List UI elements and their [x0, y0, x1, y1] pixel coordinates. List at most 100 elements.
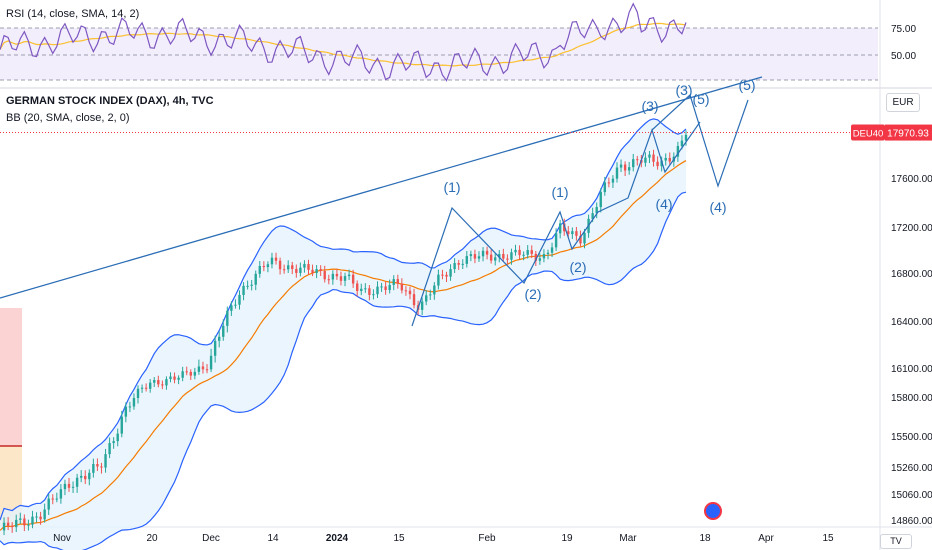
- price-candle-body: [627, 167, 631, 171]
- price-candle-body: [226, 310, 229, 326]
- price-candle-body: [404, 290, 408, 292]
- price-candle-body: [437, 274, 440, 286]
- price-candle-body: [10, 525, 14, 528]
- price-candle-body: [465, 256, 469, 264]
- price-candle-body: [343, 276, 347, 281]
- price-candle-body: [481, 250, 485, 257]
- price-candle-body: [408, 290, 412, 295]
- last-price-tag-bg: [885, 124, 932, 141]
- price-candle-body: [2, 522, 6, 531]
- event-marker-icon[interactable]: [704, 502, 722, 520]
- price-candle-body: [534, 253, 538, 261]
- price-candle-body: [67, 483, 71, 488]
- price-candle-body: [656, 161, 659, 167]
- price-candle-body: [619, 164, 623, 168]
- price-candle-body: [128, 406, 132, 408]
- price-candle-body: [356, 283, 359, 291]
- bb-indicator-label[interactable]: BB (20, SMA, close, 2, 0): [6, 112, 130, 124]
- price-candle-body: [477, 256, 481, 259]
- price-candle-body: [39, 516, 42, 520]
- price-tick-label: 17200.00: [891, 223, 932, 234]
- price-candle-body: [124, 406, 128, 417]
- price-candle-body: [27, 524, 30, 526]
- price-candle-body: [132, 398, 136, 407]
- price-candle-body: [623, 164, 627, 171]
- price-candle-body: [161, 384, 164, 386]
- price-candle-body: [660, 160, 663, 167]
- price-candle-body: [217, 336, 221, 341]
- price-candle-body: [603, 182, 607, 193]
- price-candle-body: [664, 157, 667, 161]
- price-candle-body: [169, 376, 172, 380]
- price-candle-body: [453, 263, 456, 270]
- price-candle-body: [274, 257, 278, 261]
- price-candle-body: [258, 265, 261, 274]
- price-candle-body: [473, 254, 477, 259]
- price-candle-body: [55, 498, 59, 500]
- price-candle-body: [376, 286, 379, 295]
- price-candle-body: [23, 518, 26, 526]
- bb-fill: [0, 118, 686, 550]
- price-candle-body: [392, 279, 395, 285]
- rsi-indicator-label[interactable]: RSI (14, close, SMA, 14, 2): [6, 8, 140, 20]
- chart-title[interactable]: GERMAN STOCK INDEX (DAX), 4h, TVC: [6, 95, 214, 107]
- wave-label: (4): [709, 199, 726, 215]
- price-candle-body: [457, 263, 460, 265]
- price-tick-label: 15500.00: [891, 432, 932, 443]
- price-candle-body: [311, 269, 314, 274]
- price-candle-body: [100, 466, 103, 468]
- time-tick-label: 14: [267, 533, 279, 544]
- price-candle-body: [575, 231, 578, 236]
- price-candle-body: [425, 295, 428, 302]
- elliott-wave-path-1: [651, 93, 749, 188]
- price-candle-body: [546, 252, 550, 255]
- price-candle-body: [35, 516, 38, 518]
- price-candle-body: [648, 154, 651, 158]
- price-candle-body: [591, 213, 594, 219]
- bb-upper-line: [0, 118, 687, 521]
- price-candle-body: [400, 283, 404, 291]
- price-candle-body: [63, 483, 67, 490]
- time-tick-label: Mar: [619, 533, 637, 544]
- rsi-band-bg: [0, 28, 878, 80]
- price-candle-body: [433, 285, 436, 295]
- price-candle-body: [538, 258, 542, 261]
- price-tick-label: 15800.00: [891, 393, 932, 404]
- bb-lower-line: [0, 191, 687, 550]
- wave-label: (4): [655, 196, 672, 212]
- price-candle-body: [542, 254, 546, 259]
- wave-label: (5): [692, 91, 709, 107]
- price-candle-body: [291, 265, 294, 269]
- time-tick-label: 2024: [326, 533, 349, 544]
- price-candle-body: [173, 376, 176, 380]
- price-candle-body: [429, 294, 432, 296]
- price-candle-body: [668, 157, 671, 162]
- price-candle-body: [120, 416, 123, 434]
- time-tick-label: 15: [393, 533, 405, 544]
- price-candle-body: [384, 286, 387, 291]
- price-candle-body: [315, 269, 318, 274]
- price-candle-body: [153, 380, 156, 383]
- price-candle-body: [567, 231, 570, 235]
- wave-label: (2): [569, 259, 586, 275]
- price-candle-body: [485, 250, 489, 255]
- price-candle-body: [368, 288, 371, 295]
- price-candle-body: [148, 382, 152, 389]
- price-candle-body: [51, 498, 54, 500]
- price-candle-body: [189, 371, 192, 376]
- time-tick-label: Feb: [478, 533, 496, 544]
- price-candle-body: [680, 140, 684, 147]
- price-candle-body: [84, 475, 87, 480]
- price-candle-body: [579, 235, 582, 244]
- rsi-tick-label: 75.00: [891, 24, 916, 35]
- time-tick-label: Nov: [53, 533, 71, 544]
- last-price-tag: 17970.93: [887, 129, 929, 140]
- price-candle-body: [347, 274, 351, 277]
- price-candle-body: [652, 154, 655, 162]
- price-candle-body: [6, 522, 10, 526]
- price-candle-body: [522, 254, 525, 256]
- currency-button[interactable]: EUR: [886, 93, 920, 112]
- tradingview-logo: TV: [880, 534, 912, 549]
- short-position-loss-zone: [0, 308, 22, 446]
